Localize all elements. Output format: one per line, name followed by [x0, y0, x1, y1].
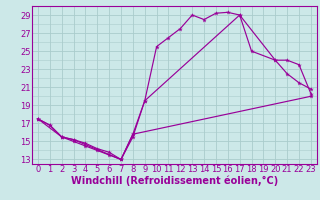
X-axis label: Windchill (Refroidissement éolien,°C): Windchill (Refroidissement éolien,°C) — [71, 176, 278, 186]
